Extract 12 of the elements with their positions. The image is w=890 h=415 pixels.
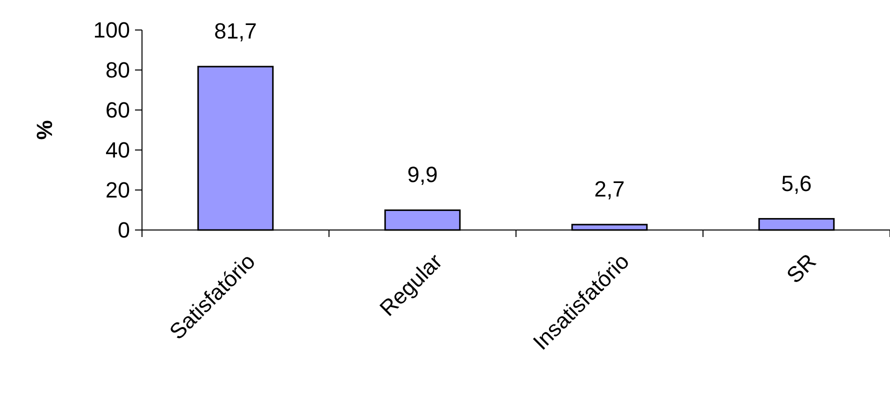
y-axis-title: % xyxy=(32,120,57,140)
y-tick-label: 60 xyxy=(106,98,130,123)
x-tick-label: SR xyxy=(782,248,821,288)
y-tick-label: 40 xyxy=(106,138,130,163)
y-tick-label: 20 xyxy=(106,178,130,203)
data-label: 81,7 xyxy=(214,18,257,44)
y-tick-label: 80 xyxy=(106,58,130,83)
data-label: 5,6 xyxy=(781,170,812,196)
data-label: 9,9 xyxy=(407,162,438,188)
data-label: 2,7 xyxy=(594,176,625,202)
y-tick-label: 100 xyxy=(93,18,130,43)
y-tick-label: 0 xyxy=(118,218,130,243)
